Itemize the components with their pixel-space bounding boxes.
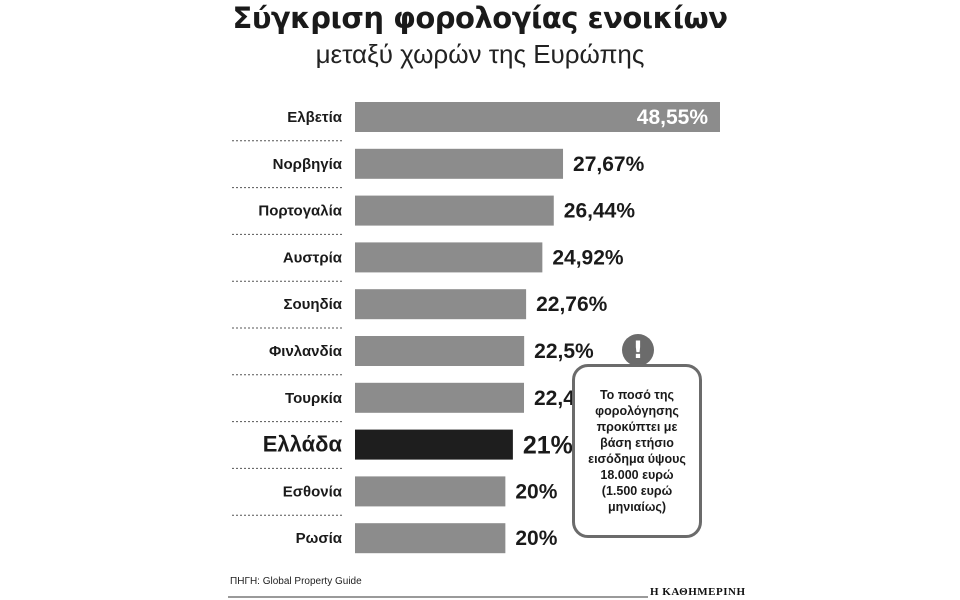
value-label: 20%	[515, 527, 557, 550]
bar	[355, 195, 554, 226]
value-label: 27,67%	[573, 153, 645, 176]
value-label: 22,5%	[534, 340, 594, 363]
category-label: Εσθονία	[283, 483, 343, 500]
bar	[355, 148, 564, 179]
category-label: Αυστρία	[283, 249, 343, 266]
category-label: Σουηδία	[283, 296, 342, 313]
value-label: 20%	[515, 480, 557, 503]
value-label: 24,92%	[552, 246, 624, 269]
category-label: Νορβηγία	[273, 156, 343, 173]
chart-subtitle: μεταξύ χωρών της Ευρώπης	[315, 39, 645, 69]
category-label: Ελβετία	[287, 109, 342, 126]
chart-title: Σύγκριση φορολογίας ενοικίων	[232, 1, 728, 35]
note-box: Το ποσό της φορολόγησης προκύπτει με βάσ…	[572, 364, 702, 538]
bar	[355, 382, 525, 413]
bar	[355, 429, 513, 460]
bar	[355, 523, 506, 554]
footer-rule	[228, 596, 648, 598]
category-label: Πορτογαλία	[258, 203, 342, 220]
exclamation-icon: !	[622, 334, 654, 366]
bar	[355, 336, 525, 366]
bar	[355, 289, 527, 320]
category-label: Ρωσία	[296, 530, 343, 547]
bar	[355, 102, 720, 132]
value-label: 22,76%	[536, 293, 608, 316]
note-text: Το ποσό της φορολόγησης προκύπτει με βάσ…	[588, 388, 686, 514]
category-label: Φινλανδία	[269, 343, 343, 360]
value-label: 26,44%	[564, 200, 636, 223]
category-label: Τουρκία	[285, 390, 343, 407]
brand-logo: Η ΚΑΘΗΜΕΡΙΝΗ	[650, 586, 746, 598]
bar	[355, 476, 506, 507]
category-label: Ελλάδα	[263, 432, 343, 457]
bar	[355, 242, 543, 273]
source-note: ΠΗΓΗ: Global Property Guide	[230, 576, 362, 587]
value-label: 21%	[523, 432, 573, 460]
value-label: 48,55%	[637, 106, 709, 129]
